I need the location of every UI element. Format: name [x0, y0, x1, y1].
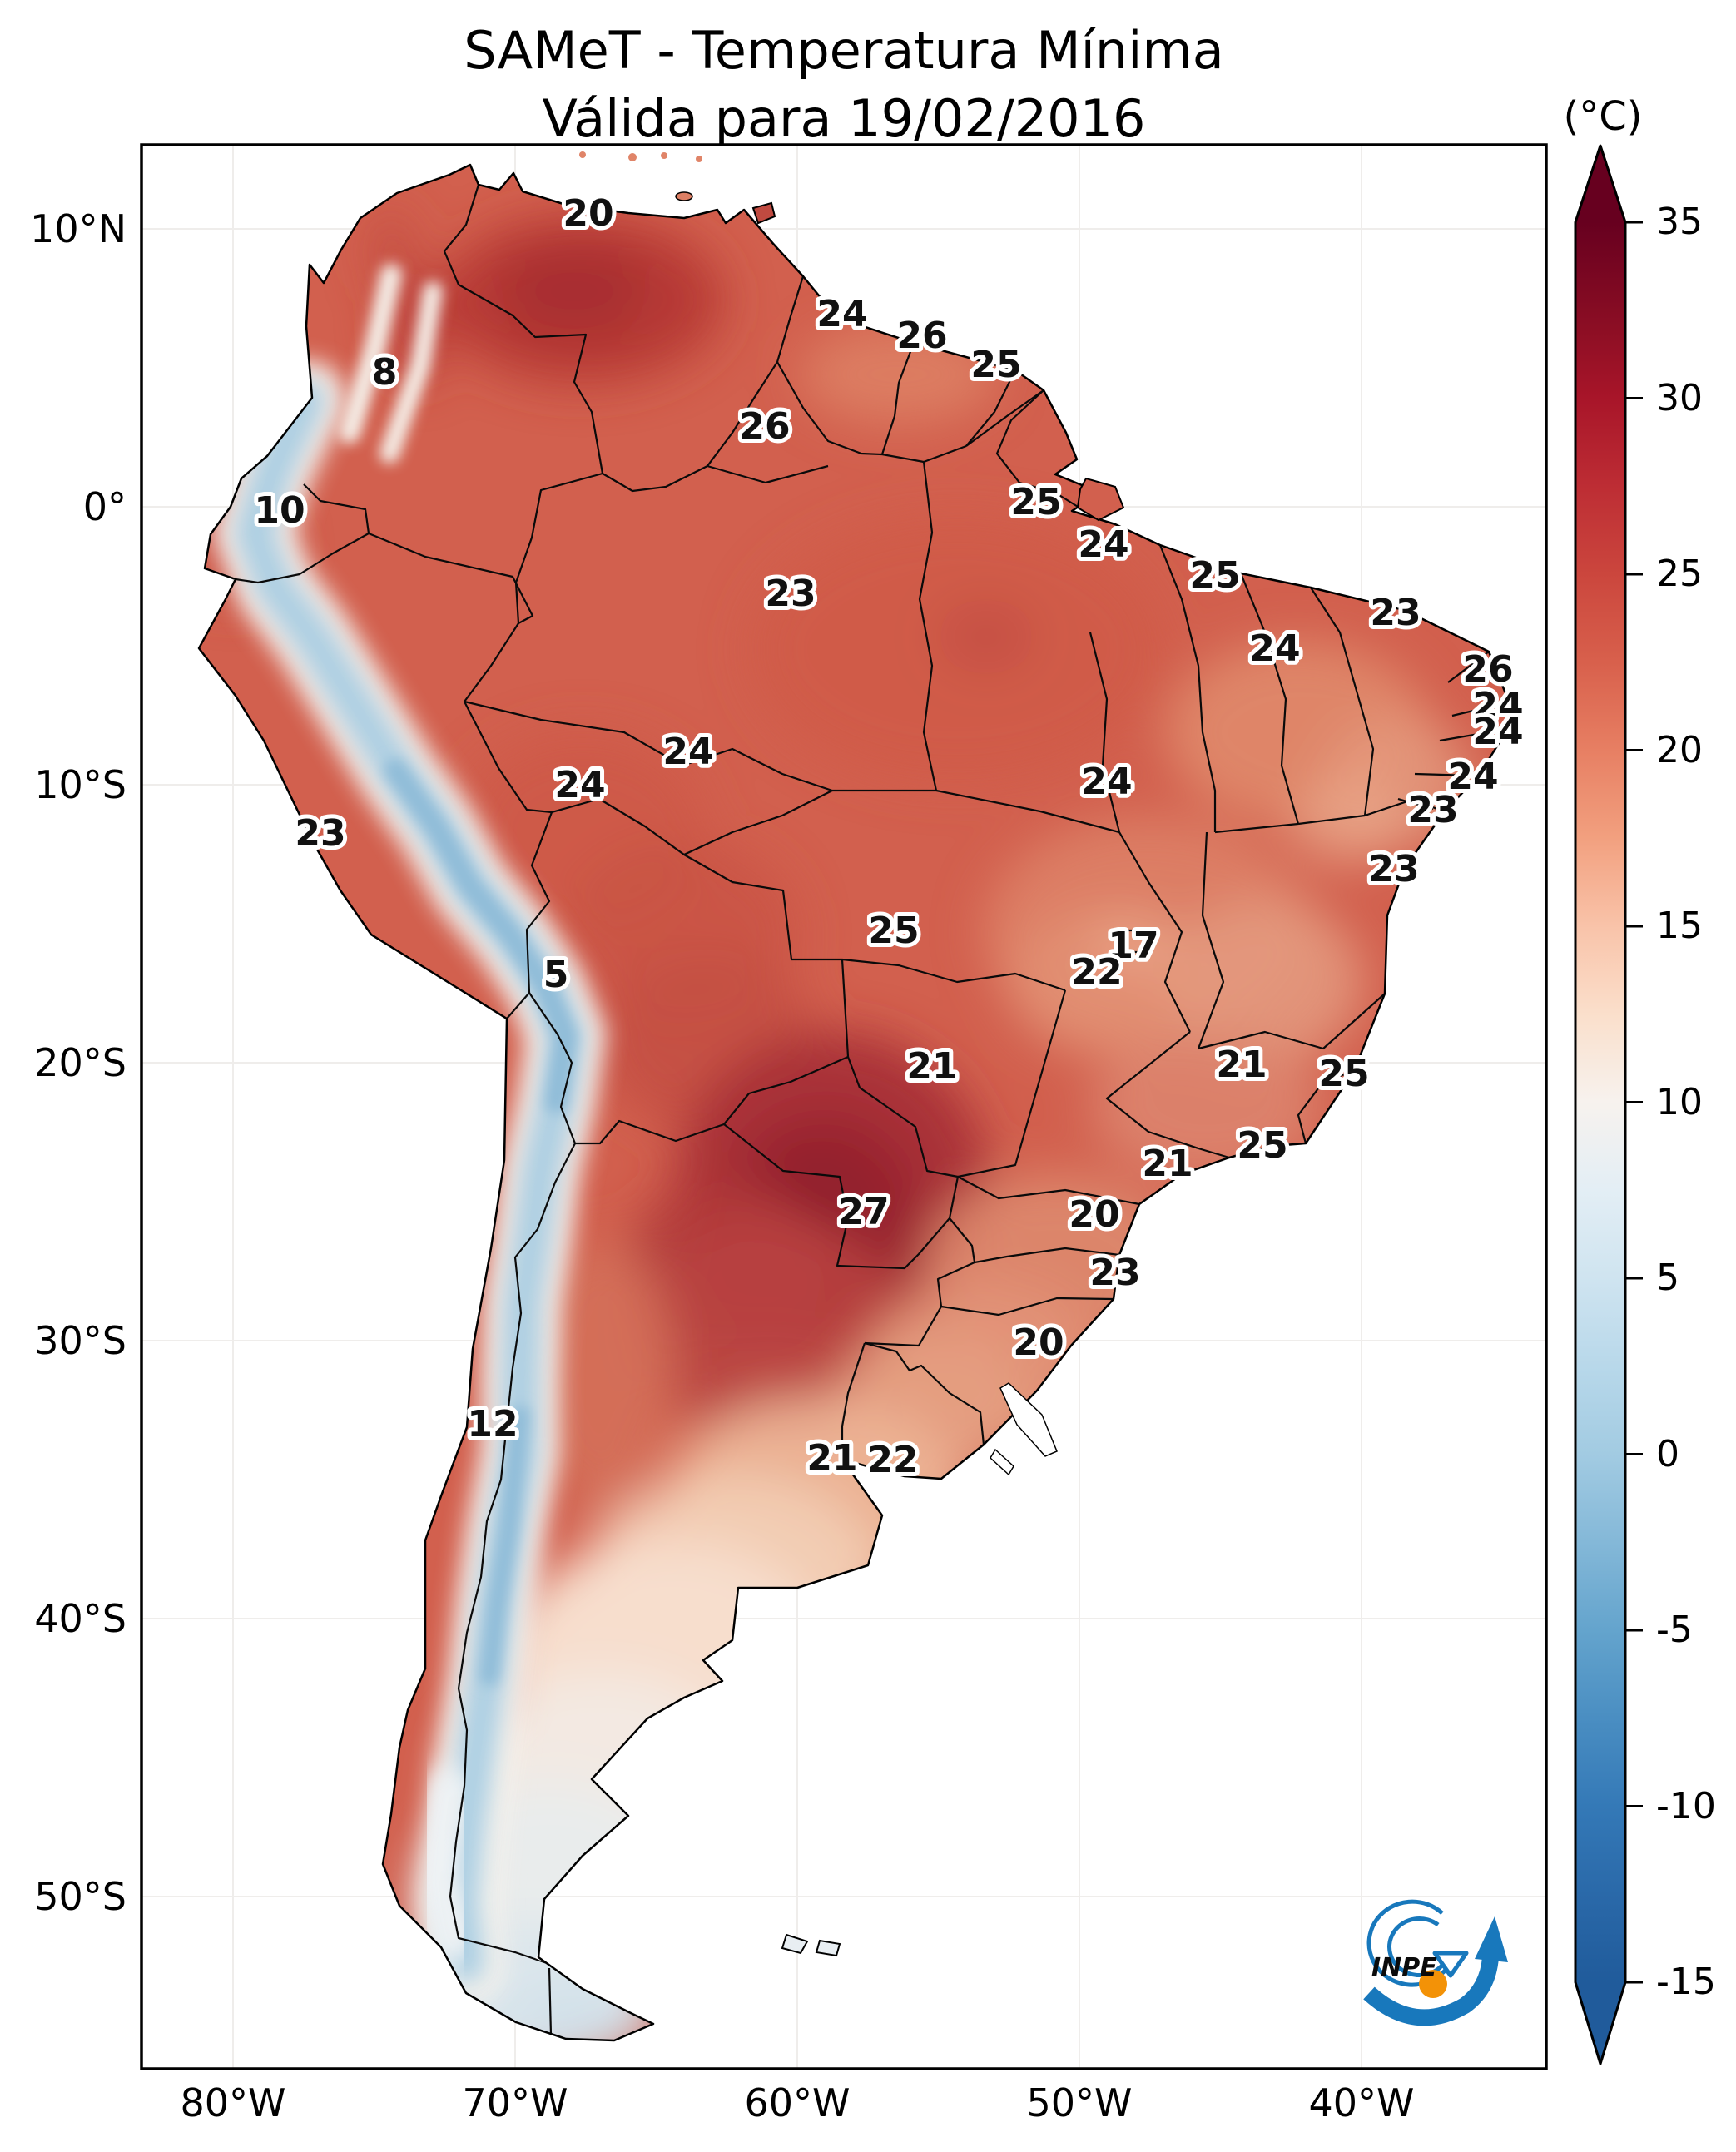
lat-tick-label: 30°S [34, 1318, 126, 1363]
lon-tick-label: 80°W [180, 2080, 286, 2125]
temp-label: 25 [1237, 1124, 1287, 1167]
colorbar-tick-label: 35 [1656, 201, 1703, 243]
colorbar-tick-label: 20 [1656, 728, 1703, 771]
colorbar-tick-label: -10 [1656, 1784, 1716, 1827]
temp-label: 21 [906, 1045, 957, 1088]
temp-label: 21 [806, 1437, 857, 1480]
temp-label: 23 [1089, 1252, 1140, 1294]
temp-label: 24 [1249, 627, 1300, 670]
colorbar-tick-label: 5 [1656, 1257, 1679, 1299]
colorbar-unit-label: (°C) [1563, 93, 1643, 140]
colorbar [1574, 144, 1643, 2065]
temp-label: 24 [1472, 711, 1523, 753]
andes-band [211, 264, 607, 2004]
colorbar-tick-label: -15 [1656, 1961, 1716, 2003]
temp-label: 12 [467, 1403, 518, 1445]
borders [235, 184, 1499, 2035]
temp-label: 17 [1108, 925, 1158, 967]
temp-label: 27 [838, 1191, 889, 1233]
temp-label: 21 [1142, 1143, 1193, 1185]
temp-label: 23 [1368, 848, 1419, 890]
inpe-orange-dot-icon [1419, 1970, 1447, 1998]
lat-tick-label: 40°S [34, 1596, 126, 1641]
colorbar-tick-label: 25 [1656, 553, 1703, 595]
lat-tick-label: 0° [82, 484, 126, 529]
temp-label: 24 [1472, 685, 1523, 727]
temp-label: 25 [970, 344, 1021, 386]
temp-label: 21 [1216, 1044, 1267, 1086]
page-title: SAMeT - Temperatura Mínima [464, 20, 1224, 81]
temp-label: 23 [765, 573, 816, 615]
lat-tick-label: 20°S [34, 1040, 126, 1085]
page-subtitle: Válida para 19/02/2016 [542, 88, 1146, 149]
temp-label: 5 [543, 954, 569, 996]
lat-tick-label: 10°S [34, 762, 126, 807]
temp-label: 25 [1010, 481, 1061, 523]
temp-label: 25 [868, 910, 919, 952]
lat-tick-label: 10°N [30, 206, 126, 251]
colorbar-tick-label: 15 [1656, 905, 1703, 947]
temp-label: 22 [867, 1439, 918, 1481]
temp-label: 26 [896, 315, 947, 357]
inpe-up-arrow-icon [1363, 1956, 1499, 2026]
lon-tick-label: 70°W [462, 2080, 568, 2125]
inpe-logo: INPE [1363, 1899, 1508, 2026]
colorbar-ticks [1625, 221, 1643, 1984]
colorbar-tick-label: -5 [1656, 1609, 1693, 1651]
colorbar-tick-label: 30 [1656, 376, 1703, 419]
coastline [197, 163, 1510, 2042]
temp-label: 23 [1407, 789, 1458, 831]
temp-label: 24 [662, 731, 713, 773]
temp-label: 20 [1069, 1193, 1119, 1236]
temp-label: 8 [372, 351, 398, 394]
temp-label: 20 [1013, 1321, 1064, 1364]
inpe-down-arrow-icon [1432, 1951, 1469, 1978]
temp-label: 24 [554, 764, 605, 806]
colorbar-tick-label: 0 [1656, 1432, 1679, 1475]
temp-label: 24 [1081, 761, 1132, 803]
lon-tick-label: 60°W [744, 2080, 851, 2125]
temp-label: 25 [1318, 1053, 1369, 1095]
temp-label: 25 [1189, 554, 1240, 597]
islands [579, 151, 1125, 1957]
map-frame [140, 143, 1548, 2070]
temp-label: 26 [1462, 648, 1513, 691]
temp-label: 26 [739, 405, 790, 448]
lat-tick-label: 50°S [34, 1874, 126, 1919]
temp-label: 24 [816, 293, 867, 335]
temp-label: 23 [295, 812, 345, 855]
temp-label: 10 [254, 489, 305, 532]
magellan-strait [535, 1952, 659, 2025]
temp-label: 22 [1071, 951, 1122, 994]
lon-tick-label: 50°W [1026, 2080, 1133, 2125]
temp-label: 20 [563, 192, 613, 235]
temp-label: 24 [1078, 523, 1128, 566]
temp-label: 24 [1447, 756, 1498, 798]
inpe-logo-text: INPE [1371, 1953, 1437, 1982]
colorbar-tick-label: 10 [1656, 1080, 1703, 1123]
temp-label: 23 [1370, 592, 1421, 634]
lon-tick-label: 40°W [1308, 2080, 1415, 2125]
